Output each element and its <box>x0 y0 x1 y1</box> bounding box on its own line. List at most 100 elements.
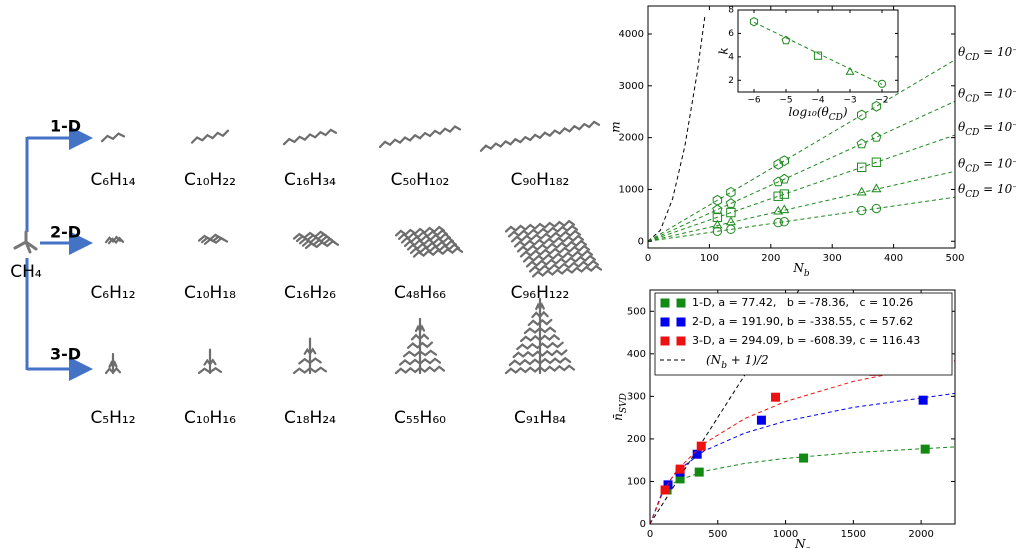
legend-label: 3-D, a = 294.09, b = -608.39, c = 116.43 <box>692 334 920 347</box>
x-axis-label: Nb <box>792 261 810 279</box>
series-label-sub: CD <box>965 128 979 138</box>
y-tick-label: 0 <box>640 519 646 530</box>
x-axis-label-rest: ) <box>842 105 848 119</box>
marker <box>921 445 929 453</box>
page: {"diagram": {"root": "CH₄", "rows": [ {"… <box>0 0 1016 548</box>
marker <box>695 468 703 476</box>
x-axis-label: Ns <box>794 537 811 548</box>
diagram-arrows <box>27 137 90 370</box>
series-label-sub: CD <box>965 190 979 200</box>
formula: C₁₈H₂₄ <box>284 408 336 428</box>
molecule-chain <box>192 131 228 143</box>
methane-icon <box>15 232 36 252</box>
figure: CH₄ 1-D C₆H₁₄ C₁₀H₂₂ C₁₆H₃₄ C₅₀H₁₀₂ C₉₀H₁₈₂ 2-… <box>0 0 1016 548</box>
molecule-icon <box>192 131 228 143</box>
series-label: θCD = 10⁻⁶ <box>958 44 1016 62</box>
marker <box>676 465 684 473</box>
legend-label: 1-D, a = 77.42, b = -78.36, c = 10.26 <box>692 296 913 309</box>
x-tick-label: 2000 <box>908 529 933 540</box>
x-axis-label-sub: CD <box>829 113 843 123</box>
molecule-icon <box>506 221 601 276</box>
molecule-chain <box>102 134 124 142</box>
series-label-rest: = 10⁻⁵ <box>979 86 1016 100</box>
y-tick-label: 3000 <box>619 81 644 92</box>
y-axis-label-sub: SVD <box>619 393 629 413</box>
molecule-icon <box>284 130 336 144</box>
dimension-label: 1-D <box>50 117 81 136</box>
legend-marker <box>661 318 669 326</box>
legend-label-text: (N <box>706 353 722 367</box>
legend-marker <box>661 337 669 345</box>
molecule-icon <box>481 122 599 151</box>
y-tick-label: 2 <box>728 76 734 86</box>
y-tick-label: 300 <box>627 391 646 402</box>
legend: 1-D, a = 77.42, b = -78.36, c = 10.26 2-D… <box>655 293 952 375</box>
molecule-chain <box>506 221 574 231</box>
y-tick-label: 0 <box>638 236 644 247</box>
root-formula: CH₄ <box>10 262 42 282</box>
formula: C₅H₁₂ <box>90 408 135 428</box>
marker <box>757 416 765 424</box>
marker <box>693 450 701 458</box>
x-axis-label-sub: b <box>804 269 810 279</box>
series-label-sub: CD <box>965 164 979 174</box>
legend-marker <box>661 299 669 307</box>
y-axis-label-text: n̄ <box>611 413 625 421</box>
formula: C₆H₁₂ <box>90 283 135 303</box>
x-axis-label-text: N <box>792 261 804 275</box>
x-tick-label: 200 <box>761 253 780 264</box>
y-tick-label: 4000 <box>619 29 644 40</box>
y-tick-label: 1000 <box>619 184 644 195</box>
y-axis-label: k <box>717 47 731 54</box>
legend-marker <box>677 337 685 345</box>
marker <box>772 393 780 401</box>
y-tick-label: 6 <box>728 29 734 39</box>
marker <box>800 454 808 462</box>
y-tick-label: 8 <box>728 6 734 16</box>
molecule-icons <box>102 122 601 373</box>
molecule-icon <box>199 235 227 244</box>
molecule-icon <box>294 339 326 373</box>
x-tick-label: 500 <box>708 529 727 540</box>
marker <box>697 442 705 450</box>
formula: C₁₀H₁₆ <box>184 408 236 428</box>
y-tick-label: 100 <box>627 476 646 487</box>
formula: C₆H₁₄ <box>90 170 135 190</box>
y-tick-label: 2000 <box>619 133 644 144</box>
y-tick-label: 500 <box>627 306 646 317</box>
legend-label-rest: + 1)/2 <box>727 353 769 367</box>
molecule-icon <box>396 227 462 257</box>
marker <box>661 486 669 494</box>
x-tick-label: −6 <box>747 96 761 106</box>
molecule-chain <box>481 122 599 151</box>
x-tick-label: 100 <box>700 253 719 264</box>
series-label: θCD = 10⁻⁵ <box>958 86 1016 104</box>
series-label-rest: = 10⁻⁶ <box>979 44 1016 58</box>
y-axis-label: n̄SVD <box>611 393 629 421</box>
x-tick-label: 0 <box>645 253 651 264</box>
series-label: θCD = 10⁻² <box>958 182 1016 200</box>
formula: C₁₀H₂₂ <box>184 170 236 190</box>
chart: 05001000150020000100200300400500Nsn̄SVD1… <box>611 290 956 548</box>
molecule-icon <box>106 237 123 243</box>
y-tick-label: 400 <box>627 349 646 360</box>
formula: C₉₀H₁₈₂ <box>511 170 570 190</box>
molecule-icon <box>294 232 338 248</box>
molecule-chain <box>284 130 336 144</box>
series-label-sub: CD <box>965 52 979 62</box>
x-tick-label: 300 <box>823 253 842 264</box>
legend-label: 2-D, a = 191.90, b = -338.55, c = 57.62 <box>692 315 913 328</box>
formula: C₄₈H₆₆ <box>394 283 446 303</box>
molecule-icon <box>199 350 221 373</box>
y-axis-label: m <box>609 121 623 132</box>
x-tick-label: 500 <box>945 253 964 264</box>
series-label-sub: CD <box>965 94 979 104</box>
x-axis-label-text: log₁₀(θ <box>788 105 829 119</box>
series-label: θCD = 10⁻³ <box>958 156 1016 174</box>
series-label-rest: = 10⁻⁴ <box>979 120 1016 134</box>
molecule-icon <box>380 127 460 148</box>
x-tick-label: 1500 <box>841 529 866 540</box>
formula: C₅₀H₁₀₂ <box>391 170 450 190</box>
x-axis-label-text: N <box>794 537 806 548</box>
formula: C₁₆H₃₄ <box>284 170 336 190</box>
